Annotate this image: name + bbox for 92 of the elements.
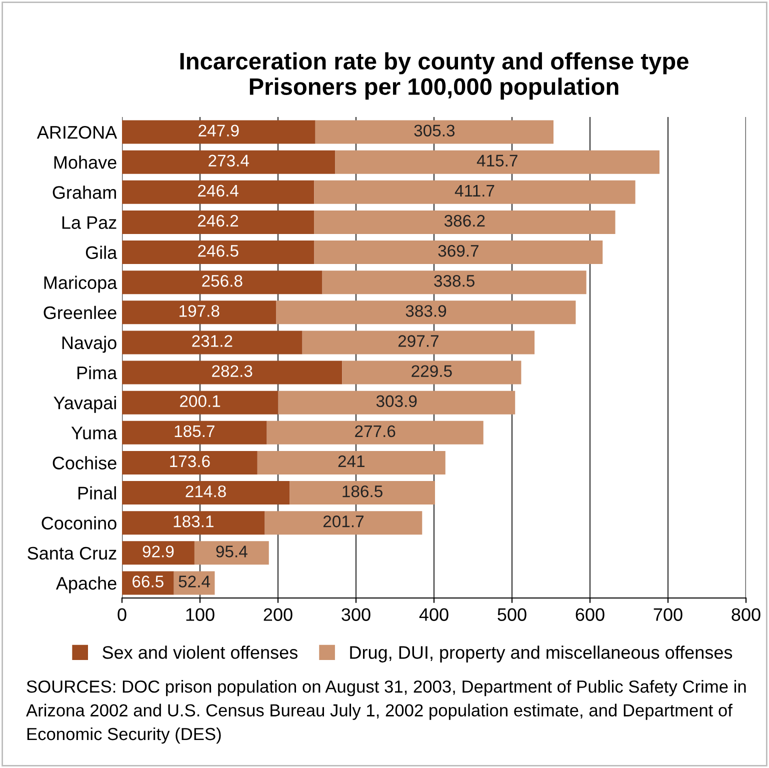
data-label: 66.5	[132, 576, 164, 588]
y-tick-label: Navajo	[62, 336, 116, 353]
data-label: 197.8	[180, 305, 220, 317]
bar	[122, 270, 322, 294]
bar	[314, 240, 603, 264]
bar	[257, 450, 446, 474]
y-tick-label: Coconino	[42, 516, 116, 530]
bar	[278, 390, 516, 414]
y-tick-label: Maricopa	[44, 276, 118, 293]
y-tick-label: Santa Cruz	[28, 546, 116, 560]
data-label: 173.6	[170, 455, 210, 468]
data-label: 246.2	[198, 214, 238, 227]
y-tick-label: Mohave	[54, 156, 116, 169]
bar	[122, 180, 314, 204]
y-tick-label: La Paz	[62, 216, 116, 229]
bar	[290, 481, 436, 505]
data-label: 229.5	[412, 365, 452, 378]
x-tick-label: 800	[732, 608, 760, 621]
bar	[122, 420, 267, 444]
y-tick-label: Yuma	[71, 426, 118, 440]
data-label: 92.9	[142, 546, 174, 558]
legend-label: Drug, DUI, property and miscellaneous offenses	[350, 646, 732, 662]
y-tick-label: Gila	[86, 246, 118, 259]
chart-title: Incarceration rate by county and offense type Prisoners per 100,000 population	[180, 52, 688, 100]
bar	[122, 481, 290, 505]
bar	[122, 571, 174, 595]
bar	[122, 450, 258, 474]
bar	[322, 270, 586, 294]
bar	[314, 180, 636, 204]
x-tick-label: 100	[186, 608, 214, 621]
bar	[264, 511, 422, 535]
x-tick-label: 400	[419, 608, 448, 621]
data-label: 273.4	[208, 154, 249, 167]
bar	[122, 120, 316, 144]
data-label: 277.6	[355, 425, 396, 438]
y-tick-label: Cochise	[52, 456, 116, 470]
x-tick-label: 300	[342, 608, 370, 621]
data-label: 282.3	[212, 365, 252, 378]
data-label: 52.4	[178, 576, 210, 588]
data-label: 200.1	[180, 395, 220, 408]
x-tick-label: 0	[118, 608, 126, 621]
bar	[342, 360, 522, 384]
data-label: 247.9	[198, 124, 239, 137]
data-label: 246.4	[198, 184, 238, 197]
data-label: 305.3	[414, 124, 455, 137]
bar	[315, 120, 554, 144]
bar	[122, 330, 302, 354]
data-label: 214.8	[186, 485, 226, 498]
data-label: 383.9	[406, 305, 446, 317]
data-label: 231.2	[192, 335, 232, 347]
data-label: 415.7	[476, 154, 518, 167]
data-label: 185.7	[174, 425, 214, 438]
data-label: 297.7	[398, 335, 438, 347]
y-tick-label: Greenlee	[44, 306, 116, 320]
data-label: 186.5	[342, 485, 382, 498]
y-tick-label: Yavapai	[54, 396, 116, 413]
x-tick-label: 700	[654, 608, 682, 621]
bar	[122, 240, 314, 264]
data-label: 411.7	[454, 185, 494, 196]
y-tick-label: Graham	[52, 186, 116, 199]
x-tick-label: 500	[498, 608, 526, 621]
data-label: 338.5	[434, 275, 474, 287]
bar	[122, 150, 336, 174]
y-tick-label: Pinal	[78, 486, 116, 500]
bar	[314, 210, 616, 234]
data-label: 256.8	[202, 275, 242, 287]
y-tick-label: ARIZONA	[36, 126, 118, 139]
data-label: 246.5	[198, 244, 238, 257]
data-label: 369.7	[438, 244, 478, 257]
x-tick-label: 200	[264, 608, 292, 621]
source-note: SOURCES: DOC prison population on August 31, 2003, Department of Public Safety Crime in Arizona 2002 and U.S. Census Bureau July 1, 2002 population estimate, and Department of Economic Security (DES)	[26, 680, 746, 744]
data-label: 386.2	[444, 214, 485, 227]
bar	[122, 541, 194, 565]
bar	[276, 300, 576, 324]
data-label: 183.1	[174, 516, 214, 528]
bar	[122, 511, 265, 535]
legend-label: Sex and violent offenses	[102, 646, 298, 659]
data-label: 241	[338, 455, 364, 468]
bar	[266, 420, 484, 444]
x-tick-label: 600	[576, 608, 604, 621]
bar	[194, 541, 269, 565]
bar	[122, 300, 276, 324]
data-label: 201.7	[323, 516, 364, 528]
bar	[122, 210, 314, 234]
bar	[122, 390, 278, 414]
bar	[335, 150, 660, 174]
bar	[302, 330, 535, 354]
y-tick-label: Apache	[56, 576, 116, 594]
bar	[122, 360, 342, 384]
data-label: 95.4	[216, 546, 248, 558]
data-label: 303.9	[376, 395, 417, 408]
y-tick-label: Pima	[77, 366, 118, 380]
